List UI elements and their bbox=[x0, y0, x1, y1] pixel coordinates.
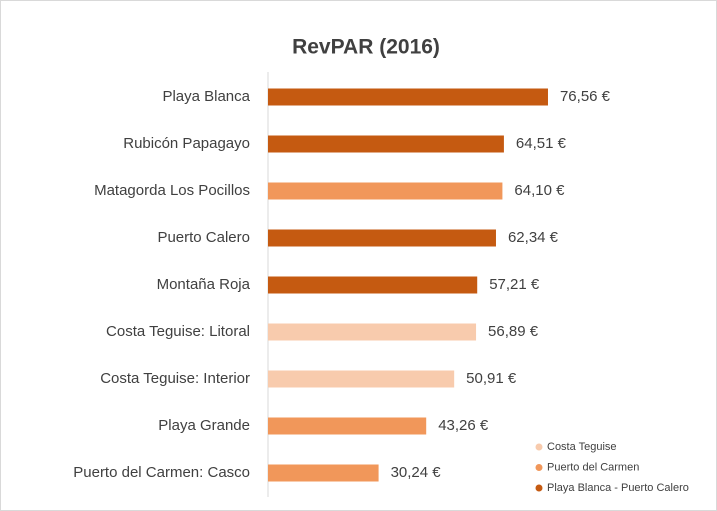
bar bbox=[268, 88, 548, 106]
data-label: 64,51 € bbox=[516, 135, 567, 152]
legend-marker bbox=[535, 443, 543, 451]
bar bbox=[268, 276, 478, 294]
legend-marker bbox=[535, 464, 543, 471]
y-tick-label: Matagorda Los Pocillos bbox=[94, 182, 250, 199]
bar bbox=[268, 417, 427, 435]
y-tick-label: Playa Blanca bbox=[162, 88, 250, 105]
bar bbox=[268, 229, 496, 247]
data-label: 50,91 € bbox=[466, 370, 517, 387]
data-label: 56,89 € bbox=[488, 323, 539, 340]
y-tick-label: Puerto Calero bbox=[157, 229, 250, 246]
data-label: 64,10 € bbox=[514, 182, 565, 199]
y-tick-label: Costa Teguise: Interior bbox=[100, 370, 250, 387]
legend-label: Puerto del Carmen bbox=[547, 461, 639, 473]
data-label: 30,24 € bbox=[391, 464, 442, 481]
bar bbox=[268, 135, 504, 153]
data-label: 76,56 € bbox=[560, 88, 611, 105]
data-label: 43,26 € bbox=[438, 417, 489, 434]
y-tick-label: Costa Teguise: Litoral bbox=[106, 323, 250, 340]
chart-title: RevPAR (2016) bbox=[292, 36, 440, 59]
bar bbox=[268, 464, 379, 482]
data-label: 57,21 € bbox=[489, 276, 540, 293]
legend-label: Playa Blanca - Puerto Calero bbox=[547, 482, 689, 494]
bar bbox=[268, 182, 503, 200]
legend-marker bbox=[535, 484, 543, 492]
bar bbox=[268, 323, 477, 341]
y-tick-label: Montaña Roja bbox=[157, 276, 251, 293]
legend-label: Costa Teguise bbox=[547, 441, 617, 453]
data-label: 62,34 € bbox=[508, 229, 559, 246]
y-tick-label: Puerto del Carmen: Casco bbox=[73, 464, 250, 481]
y-tick-label: Playa Grande bbox=[158, 417, 250, 434]
y-tick-label: Rubicón Papagayo bbox=[123, 135, 250, 152]
bar bbox=[268, 370, 455, 388]
